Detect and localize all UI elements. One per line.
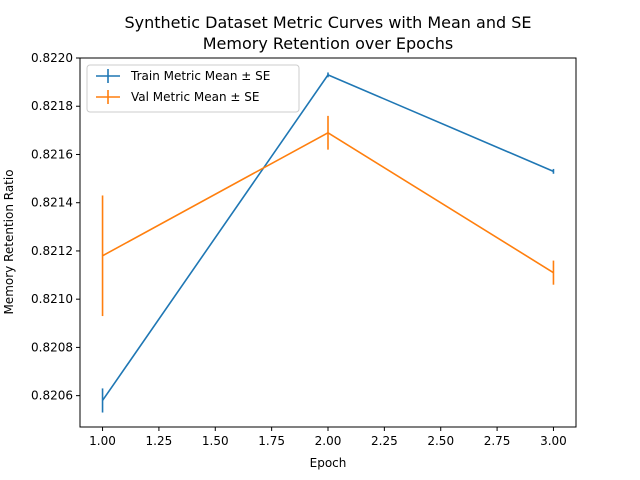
legend-label: Val Metric Mean ± SE	[131, 90, 259, 104]
chart-title: Synthetic Dataset Metric Curves with Mea…	[125, 13, 532, 32]
legend-box	[86, 64, 300, 113]
y-tick-label: 0.8212	[31, 244, 73, 258]
y-axis: 0.8206 0.8208 0.8210 0.8212 0.8214 0.8216 0.82…	[31, 51, 80, 403]
series-line	[102, 131, 554, 274]
series-1	[101, 115, 555, 317]
x-tick-label: 2.50	[427, 434, 454, 448]
legend-entry: Val Metric Mean ± SE	[96, 90, 259, 104]
x-tick-label: 3.00	[540, 434, 567, 448]
legend: Train Metric Mean ± SE Val Metric Mean ± …	[86, 64, 300, 113]
y-tick-label: 0.8210	[31, 292, 73, 306]
y-tick-label: 0.8214	[31, 196, 73, 210]
x-tick-label: 1.75	[258, 434, 285, 448]
y-axis-label: Memory Retention Ratio	[2, 169, 16, 314]
x-tick-label: 2.75	[484, 434, 511, 448]
x-tick-label: 2.25	[371, 434, 398, 448]
x-axis-label: Epoch	[310, 456, 347, 470]
y-tick-label: 0.8206	[31, 389, 73, 403]
series-0	[101, 72, 555, 413]
x-axis: 1.00 1.25 1.50 1.75 2.00 2.25 2.50 2.75 3.00	[89, 427, 567, 448]
x-tick-label: 1.50	[202, 434, 229, 448]
legend-label: Train Metric Mean ± SE	[130, 69, 270, 83]
x-tick-label: 1.00	[89, 434, 116, 448]
chart-subtitle: Memory Retention over Epochs	[203, 34, 453, 53]
y-tick-label: 0.8216	[31, 147, 73, 161]
plot-frame	[79, 57, 577, 428]
y-tick-label: 0.8218	[31, 99, 73, 113]
y-tick-label: 0.8220	[31, 51, 73, 65]
x-tick-label: 1.25	[146, 434, 173, 448]
series-layer	[101, 72, 555, 413]
y-tick-label: 0.8208	[31, 340, 73, 354]
legend-entry: Train Metric Mean ± SE	[96, 69, 270, 83]
x-tick-label: 2.00	[315, 434, 342, 448]
